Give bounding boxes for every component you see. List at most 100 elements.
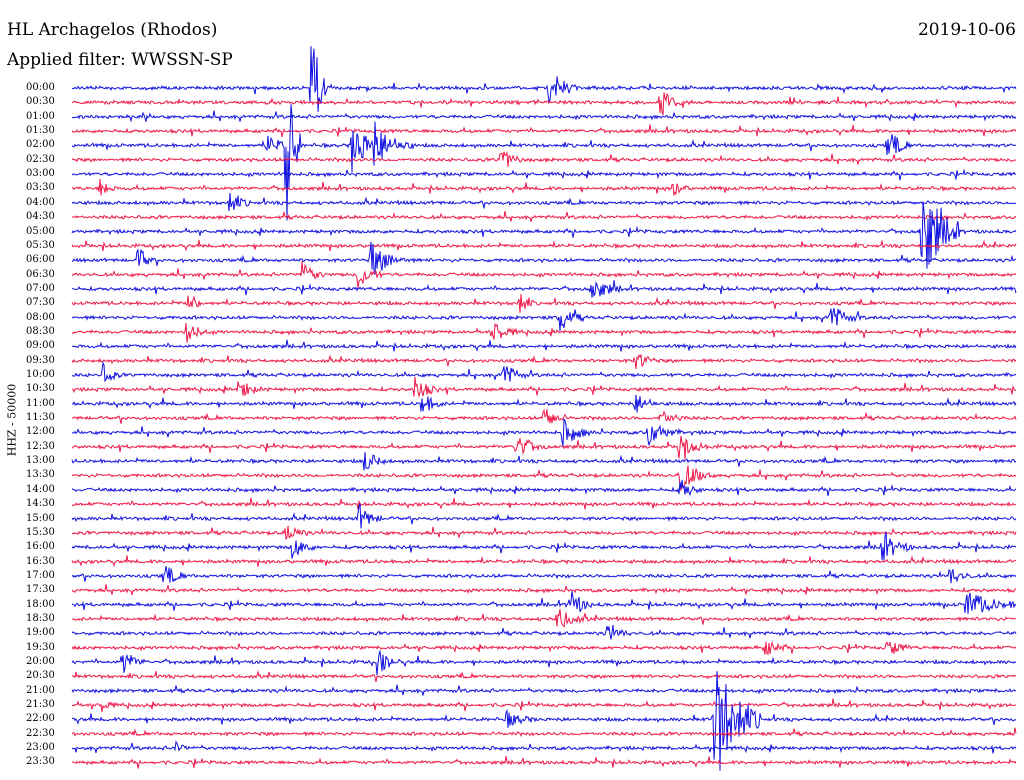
trace-label-1030: 10:30	[26, 383, 55, 395]
trace-label-0030: 00:30	[26, 96, 55, 108]
trace-label-1930: 19:30	[26, 641, 55, 653]
trace-label-1630: 16:30	[26, 555, 55, 567]
trace-label-0830: 08:30	[26, 325, 55, 337]
station-title: HL Archagelos (Rhodos)	[7, 20, 218, 40]
trace-2100	[71, 684, 1017, 696]
trace-label-1400: 14:00	[26, 483, 55, 495]
trace-label-0930: 09:30	[26, 354, 55, 366]
trace-label-2330: 23:30	[26, 756, 55, 768]
trace-label-2300: 23:00	[26, 742, 55, 754]
trace-1630	[71, 555, 1017, 567]
trace-label-0730: 07:30	[26, 297, 55, 309]
trace-label-1530: 15:30	[26, 526, 55, 538]
trace-0430	[71, 211, 1017, 223]
trace-label-2000: 20:00	[26, 656, 55, 667]
trace-0000	[71, 46, 1017, 112]
trace-0330	[71, 178, 1016, 196]
trace-1000	[71, 361, 1017, 383]
trace-0130	[71, 124, 1017, 138]
trace-label-1600: 16:00	[26, 541, 55, 553]
trace-0900	[71, 339, 1017, 352]
trace-label-0630: 06:30	[26, 268, 55, 280]
trace-1700	[71, 566, 1017, 584]
trace-label-0900: 09:00	[26, 340, 55, 352]
trace-1100	[71, 394, 1017, 413]
trace-1300	[71, 452, 1017, 471]
trace-label-0800: 08:00	[26, 311, 55, 323]
trace-label-0000: 00:00	[26, 82, 55, 93]
trace-label-1800: 18:00	[26, 598, 55, 610]
trace-0400	[71, 192, 1017, 212]
trace-0600	[71, 241, 1016, 275]
trace-label-1700: 17:00	[26, 569, 55, 581]
trace-1530	[71, 525, 1017, 540]
trace-0930	[71, 354, 1017, 369]
trace-0030	[71, 92, 1017, 116]
trace-0730	[71, 294, 1017, 313]
filter-label: Applied filter: WWSSN-SP	[7, 50, 233, 70]
trace-1330	[71, 465, 1017, 491]
trace-label-1230: 12:30	[26, 440, 55, 452]
trace-label-0330: 03:30	[26, 182, 55, 194]
trace-label-2230: 22:30	[26, 727, 55, 739]
trace-1930	[71, 640, 1017, 656]
trace-1600	[71, 532, 1017, 561]
trace-0700	[71, 280, 1017, 298]
plot-date: 2019-10-06	[917, 20, 1016, 40]
trace-label-0430: 04:30	[26, 211, 55, 223]
trace-1130	[71, 408, 1017, 424]
trace-0800	[71, 307, 1017, 332]
trace-label-1830: 18:30	[26, 612, 55, 624]
trace-2230	[71, 727, 1017, 738]
trace-0300	[71, 168, 1016, 181]
trace-1800	[71, 591, 1017, 614]
trace-label-1900: 19:00	[26, 627, 55, 639]
trace-1900	[71, 624, 1017, 640]
trace-1830	[71, 608, 1017, 628]
trace-1400	[71, 479, 1017, 497]
trace-0500	[71, 201, 1017, 269]
trace-label-0130: 01:30	[26, 125, 55, 137]
trace-0200	[71, 104, 1017, 221]
trace-1230	[71, 435, 1017, 460]
trace-0630	[71, 261, 1017, 288]
trace-label-0100: 01:00	[26, 110, 55, 122]
trace-2000	[71, 650, 1017, 676]
trace-label-1300: 13:00	[26, 455, 55, 467]
trace-2030	[71, 670, 1017, 683]
trace-label-2200: 22:00	[26, 713, 55, 725]
trace-2300	[71, 740, 1017, 754]
trace-label-0200: 02:00	[26, 139, 55, 151]
trace-0230	[71, 151, 1017, 167]
trace-2200	[71, 671, 1017, 772]
trace-label-0230: 02:30	[26, 153, 55, 165]
trace-2330	[71, 755, 1017, 769]
trace-label-0530: 05:30	[26, 239, 55, 251]
trace-label-1330: 13:30	[26, 469, 55, 481]
trace-label-0700: 07:00	[26, 282, 55, 294]
trace-label-1100: 11:00	[26, 397, 55, 409]
trace-0100	[71, 110, 1017, 123]
trace-2130	[71, 698, 1017, 712]
trace-1200	[71, 418, 1017, 447]
trace-1730	[71, 584, 1017, 596]
trace-label-1130: 11:30	[26, 412, 55, 424]
trace-label-1200: 12:00	[26, 426, 55, 438]
trace-label-2030: 20:30	[26, 670, 55, 682]
trace-0830	[71, 322, 1017, 343]
trace-label-2100: 21:00	[26, 684, 55, 696]
trace-1430	[71, 497, 1017, 510]
trace-label-1430: 14:30	[26, 498, 55, 510]
trace-0530	[71, 239, 1017, 252]
trace-label-1000: 10:00	[26, 369, 55, 380]
trace-label-0500: 05:00	[26, 225, 55, 237]
trace-1030	[71, 376, 1017, 398]
trace-1500	[71, 503, 1017, 529]
trace-label-0300: 03:00	[26, 168, 55, 180]
trace-label-2130: 21:30	[26, 699, 55, 711]
trace-label-1730: 17:30	[26, 584, 55, 596]
trace-label-1500: 15:00	[26, 512, 55, 524]
trace-label-0400: 04:00	[26, 196, 55, 208]
trace-label-0600: 06:00	[26, 254, 55, 266]
